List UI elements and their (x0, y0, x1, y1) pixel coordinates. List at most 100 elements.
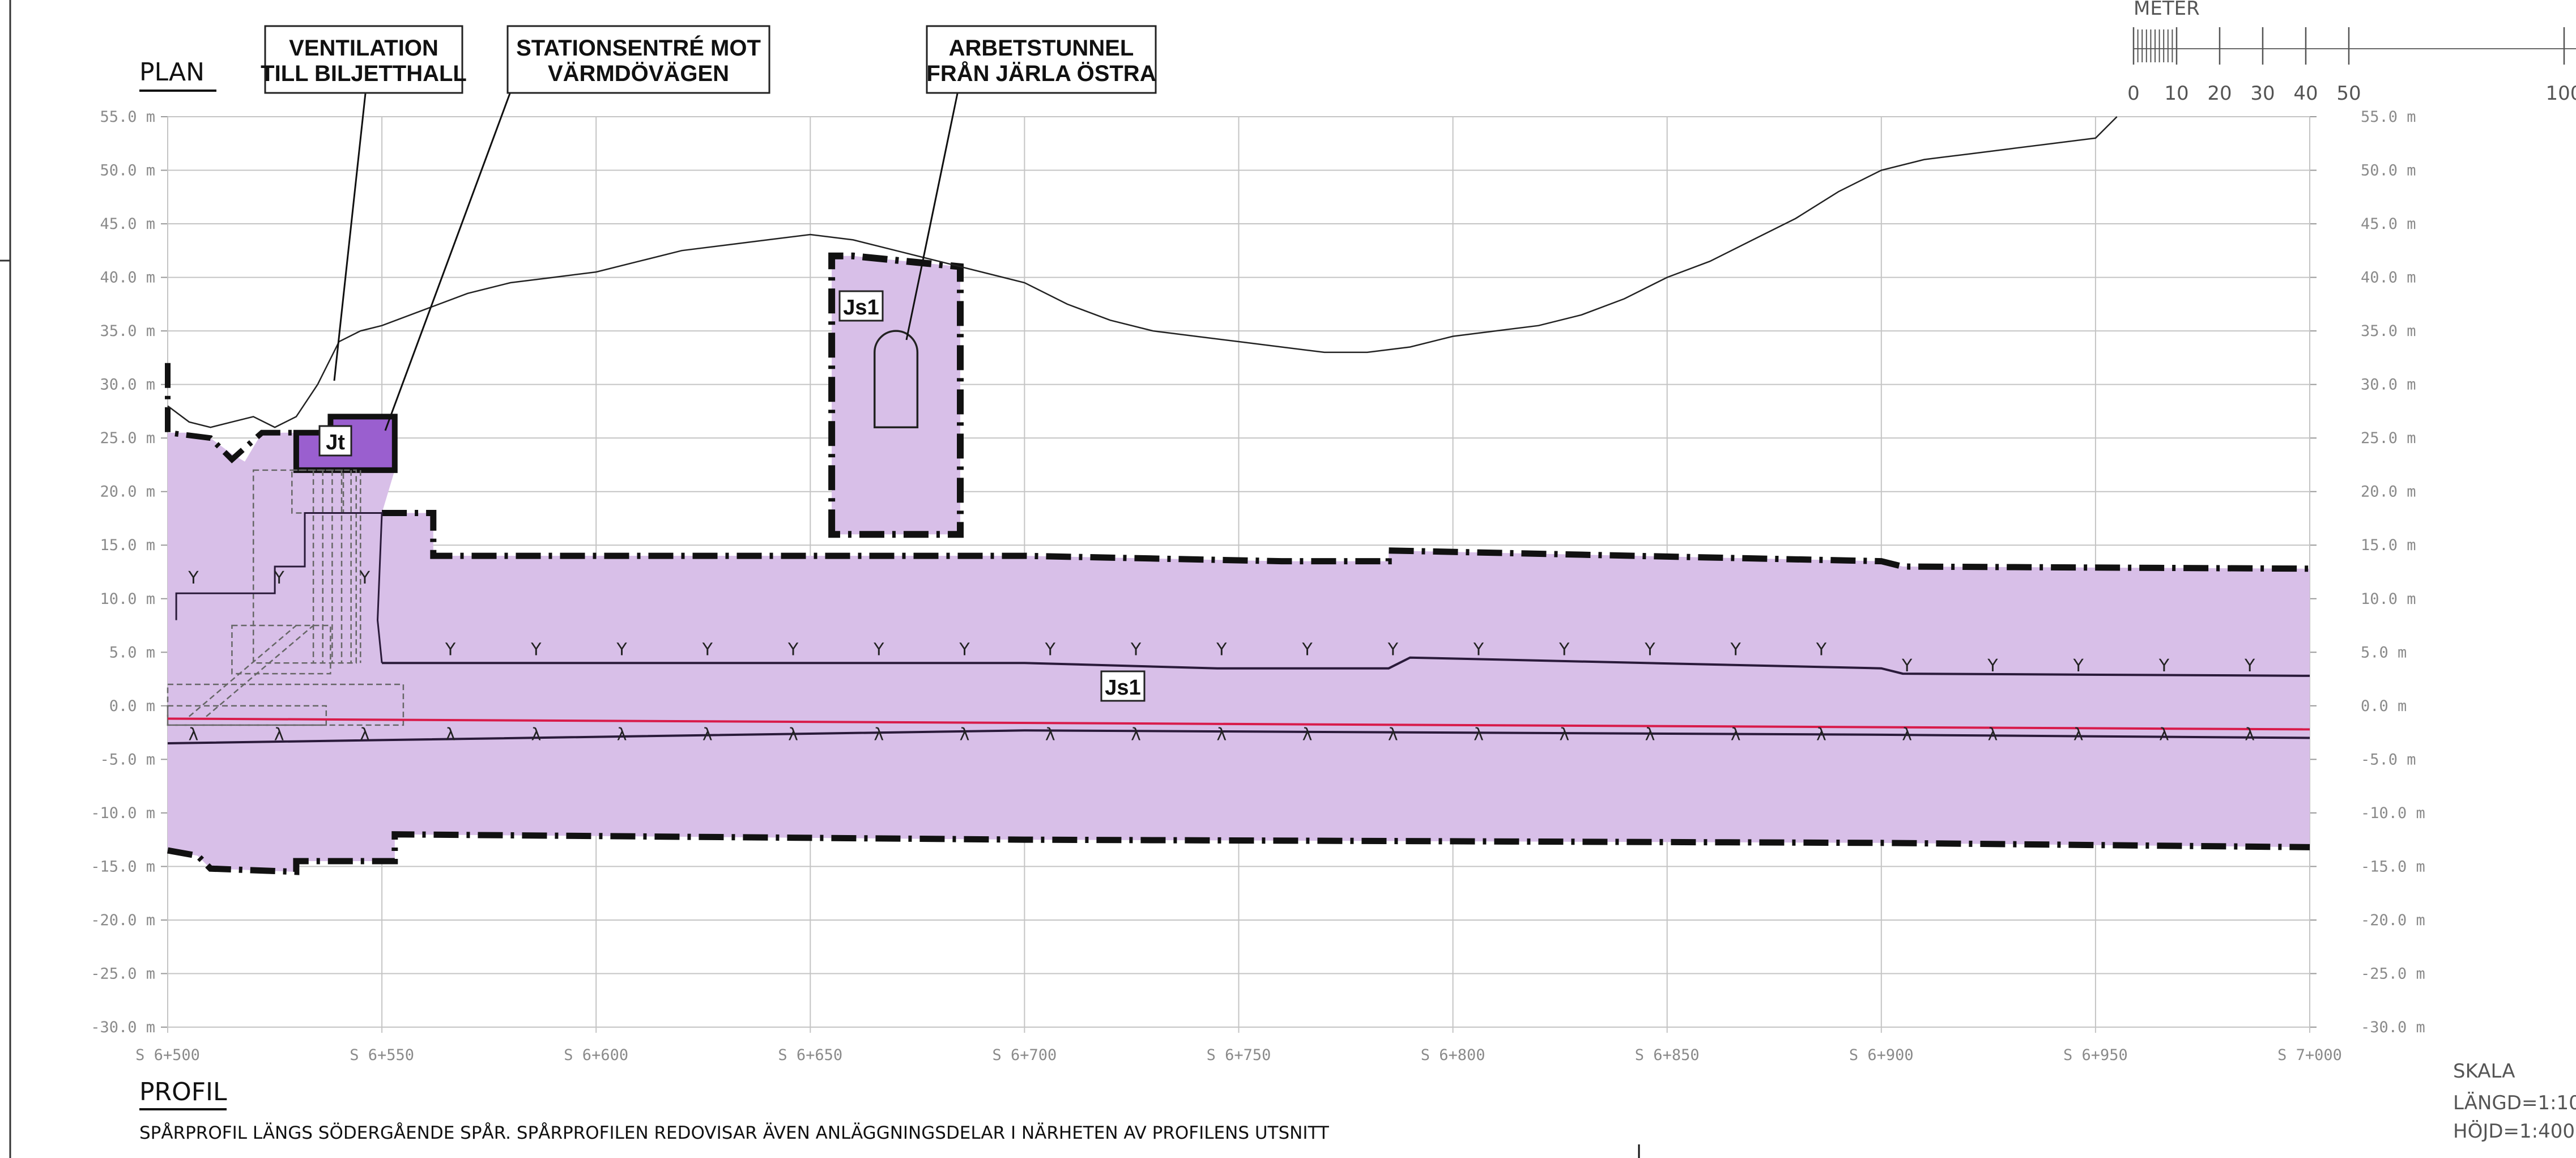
y-tick-label-left: -15.0 m (91, 858, 155, 875)
label-js1-main: Js1 (1100, 670, 1146, 702)
rock-symbol-below: λ (617, 725, 627, 745)
label-js1-main-text: Js1 (1105, 676, 1140, 700)
callout-stationsentre: STATIONSENTRÉ MOT VÄRMDÖVÄGEN (506, 25, 770, 94)
y-tick-label-left: 50.0 m (100, 162, 155, 180)
rock-symbols-above: Y Y Y Y Y Y Y Y Y Y Y Y Y Y Y Y Y Y Y Y Y Y Y Y Y (188, 568, 2255, 676)
label-jt-text: Jt (326, 431, 345, 454)
x-tick-label: S 6+650 (778, 1046, 842, 1064)
rock-symbol-above: Y (1473, 640, 1484, 660)
zone-lower-boundary (167, 831, 2310, 875)
x-tick-label: S 6+600 (564, 1046, 628, 1064)
rock-symbol-above: Y (2072, 656, 2084, 676)
rock-symbol-below: λ (874, 725, 884, 745)
rock-symbol-above: Y (2244, 656, 2255, 676)
y-tick-label-right: 30.0 m (2361, 376, 2416, 394)
scale-bar-label: 30 (2250, 82, 2275, 105)
callout-ventilation-line2: TILL BILJETTHALL (261, 61, 467, 86)
y-tick-label-right: 55.0 m (2361, 108, 2416, 126)
rock-symbol-above: Y (530, 640, 542, 660)
y-tick-label-right: 35.0 m (2361, 322, 2416, 340)
x-tick-label: S 6+750 (1207, 1046, 1271, 1064)
rock-symbol-above: Y (1559, 640, 1570, 660)
rock-symbol-below: λ (960, 725, 970, 745)
rock-symbol-below: λ (1902, 725, 1912, 745)
scale-note: SKALA LÄNGD=1:1000 HÖJD=1:400 (2453, 1060, 2576, 1143)
rock-symbol-below: λ (1216, 725, 1227, 745)
callout-arbetstunnel-line2: FRÅN JÄRLA ÖSTRA (926, 61, 1156, 86)
scale-note-height: HÖJD=1:400 (2453, 1119, 2575, 1143)
station-structure-part (252, 469, 357, 664)
y-tick-label-right: 0.0 m (2361, 697, 2407, 715)
plan-title: PLAN (139, 58, 205, 87)
y-tick-label-left: -25.0 m (91, 965, 155, 982)
y-tick-label-right: -25.0 m (2361, 965, 2425, 982)
zone-left-boundary (165, 363, 296, 463)
scale-bar-label: 50 (2336, 82, 2361, 105)
y-tick-label-left: 55.0 m (100, 108, 155, 126)
y-tick-label-left: 15.0 m (100, 537, 155, 554)
scale-note-length: LÄNGD=1:1000 (2453, 1092, 2576, 1114)
y-tick-label-right: -10.0 m (2361, 804, 2425, 822)
callout-ventilation-line1: VENTILATION (289, 36, 438, 61)
rock-symbol-above: Y (702, 640, 713, 660)
y-tick-label-right: -30.0 m (2361, 1019, 2425, 1036)
x-tick-label: S 7+000 (2277, 1046, 2342, 1064)
y-tick-label-left: 25.0 m (100, 429, 155, 447)
y-tick-label-right: -15.0 m (2361, 858, 2425, 875)
rock-symbol-above: Y (1644, 640, 1655, 660)
profile-note: SPÅRPROFIL LÄNGS SÖDERGÅENDE SPÅR. SPÅRP… (139, 1122, 1330, 1143)
rock-symbol-above: Y (2158, 656, 2170, 676)
station-structure-part (231, 624, 331, 675)
track-line (167, 717, 2310, 731)
x-tick-label: S 6+900 (1849, 1046, 1914, 1064)
label-jt: Jt (318, 425, 352, 457)
tunnel-roof-line (382, 656, 2310, 677)
x-tick-label: S 6+950 (2063, 1046, 2128, 1064)
y-tick-label-right: -20.0 m (2361, 912, 2425, 929)
callout-arbetstunnel: ARBETSTUNNEL FRÅN JÄRLA ÖSTRA (926, 25, 1157, 94)
y-tick-label-left: 0.0 m (109, 697, 155, 715)
rock-symbol-above: Y (1816, 640, 1827, 660)
work-tunnel-zone (828, 252, 964, 538)
y-tick-label-right: 45.0 m (2361, 215, 2416, 233)
y-tick-label-left: -10.0 m (91, 804, 155, 822)
rock-symbol-below: λ (445, 725, 455, 745)
rock-symbol-above: Y (188, 568, 199, 588)
rock-symbol-above: Y (1387, 640, 1399, 660)
callout-stationsentre-line2: VÄRMDÖVÄGEN (548, 61, 729, 86)
y-tick-label-left: -5.0 m (100, 751, 155, 768)
y-axis-left: 55.0 m 50.0 m 45.0 m 40.0 m 35.0 m 30.0 m 25.0… (91, 108, 155, 1036)
scale-bar: METER 0 10 20 30 40 50 100 (2127, 0, 2576, 105)
rock-symbol-above: Y (1045, 640, 1056, 660)
rock-symbol-below: λ (702, 725, 713, 745)
rock-symbol-above: Y (873, 640, 884, 660)
rock-symbol-above: Y (1901, 656, 1913, 676)
rock-symbol-below: λ (1131, 725, 1141, 745)
y-tick-label-right: 50.0 m (2361, 162, 2416, 180)
callout-arbetstunnel-line1: ARBETSTUNNEL (949, 36, 1134, 61)
scale-bar-label: 100 (2546, 82, 2576, 105)
y-tick-label-left: 35.0 m (100, 322, 155, 340)
scale-note-title: SKALA (2453, 1060, 2515, 1083)
rock-symbol-below: λ (1731, 725, 1741, 745)
scale-bar-unit: METER (2134, 0, 2200, 20)
rock-symbol-above: Y (273, 568, 284, 588)
station-left-outline (175, 512, 383, 663)
rock-zone-js1 (168, 432, 2310, 872)
scale-bar-label: 0 (2127, 82, 2140, 105)
y-tick-label-left: 30.0 m (100, 376, 155, 394)
rock-symbol-below: λ (788, 725, 798, 745)
x-tick-label: S 6+800 (1421, 1046, 1485, 1064)
y-tick-label-left: 40.0 m (100, 269, 155, 287)
y-tick-label-left: 5.0 m (109, 644, 155, 661)
y-tick-label-right: 5.0 m (2361, 644, 2407, 661)
station-structure (167, 469, 405, 726)
rock-symbol-below: λ (360, 725, 370, 745)
y-tick-label-left: -20.0 m (91, 912, 155, 929)
rock-symbol-below: λ (274, 725, 284, 745)
y-tick-label-left: -30.0 m (91, 1019, 155, 1036)
callout-leader-entre (384, 93, 511, 431)
work-tunnel-profile (873, 330, 919, 429)
